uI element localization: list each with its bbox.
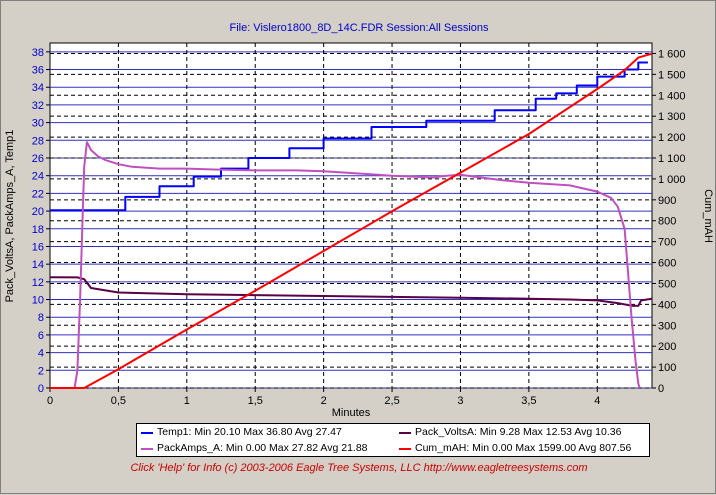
y-right-tick-label: 500 xyxy=(658,278,676,290)
y-right-tick-label: 1 500 xyxy=(658,69,686,81)
y-left-tick-label: 34 xyxy=(32,82,44,94)
y-right-tick-label: 1 000 xyxy=(658,174,686,186)
y-left-tick-label: 26 xyxy=(32,153,44,165)
legend-swatch-temp1 xyxy=(141,432,153,434)
legend-item-temp1: Temp1: Min 20.10 Max 36.80 Avg 27.47 xyxy=(137,425,392,440)
y-right-tick-label: 1 300 xyxy=(658,111,686,123)
y-right-tick-label: 600 xyxy=(658,258,676,270)
y-left-tick-label: 24 xyxy=(32,171,44,183)
series-pack-volts-line xyxy=(49,276,653,307)
x-tick-label: 3 xyxy=(457,395,463,407)
x-tick-labels: 0 0,5 1 1,5 2 2,5 3 3,5 4 xyxy=(47,395,600,407)
x-tick-label: 2 xyxy=(321,395,327,407)
x-axis-label: Minutes xyxy=(332,407,371,419)
x-tick-label: 1,5 xyxy=(248,395,263,407)
y-left-tick-label: 10 xyxy=(32,295,44,307)
y-left-tick-label: 28 xyxy=(32,135,44,147)
y-right-tick-label: 0 xyxy=(658,383,664,395)
y-left-tick-label: 6 xyxy=(38,330,44,342)
x-tick-label: 3,5 xyxy=(521,395,536,407)
y-left-tick-label: 8 xyxy=(38,312,44,324)
series-lines xyxy=(49,52,653,389)
y-left-axis-label: Pack_VoltsA, PackAmps_A, Temp1 xyxy=(4,130,16,303)
legend-text-pack-amps: PackAmps_A: Min 0.00 Max 27.82 Avg 21.88 xyxy=(157,442,368,454)
legend-item-cum-mah: Cum_mAH: Min 0.00 Max 1599.00 Avg 807.56 xyxy=(395,441,650,456)
y-left-tick-label: 22 xyxy=(32,188,44,200)
y-right-tick-label: 300 xyxy=(658,320,676,332)
y-right-tick-label: 400 xyxy=(658,299,676,311)
legend-text-pack-volts: Pack_VoltsA: Min 9.28 Max 12.53 Avg 10.3… xyxy=(415,426,622,438)
y-left-tick-label: 18 xyxy=(32,224,44,236)
legend: Temp1: Min 20.10 Max 36.80 Avg 27.47 Pac… xyxy=(136,423,650,457)
y-right-tick-label: 700 xyxy=(658,237,676,249)
legend-text-cum-mah: Cum_mAH: Min 0.00 Max 1599.00 Avg 807.56 xyxy=(415,442,632,454)
chart-title: File: Vislero1800_8D_14C.FDR Session:All… xyxy=(229,22,489,34)
legend-swatch-pack-amps xyxy=(141,448,153,450)
y-left-tick-label: 2 xyxy=(38,365,44,377)
legend-swatch-pack-volts xyxy=(399,432,411,434)
y-right-tick-label: 1 200 xyxy=(658,132,686,144)
y-right-tick-label: 1 400 xyxy=(658,90,686,102)
x-tick-label: 2,5 xyxy=(384,395,399,407)
y-right-tick-label: 800 xyxy=(658,216,676,228)
x-tick-label: 1 xyxy=(184,395,190,407)
series-temp1-line xyxy=(50,61,648,212)
y-left-tick-label: 38 xyxy=(32,47,44,59)
y-left-tick-label: 16 xyxy=(32,241,44,253)
y-left-tick-label: 14 xyxy=(32,259,44,271)
y-left-tick-label: 20 xyxy=(32,206,44,218)
y-left-tick-label: 36 xyxy=(32,65,44,77)
series-cum-mah-line xyxy=(50,52,653,389)
plot-area xyxy=(49,42,653,389)
y-right-axis-label: Cum_mAH xyxy=(702,189,714,243)
legend-swatch-cum-mah xyxy=(399,448,411,450)
y-right-tick-label: 900 xyxy=(658,195,676,207)
y-left-tick-label: 12 xyxy=(32,277,44,289)
x-tick-label: 0 xyxy=(47,395,53,407)
y-right-tick-label: 100 xyxy=(658,362,676,374)
y-right-tick-label: 200 xyxy=(658,341,676,353)
y-right-tick-labels: 0 100 200 300 400 500 600 700 800 900 1 000 1 100 1 … xyxy=(658,48,686,395)
y-right-tick-label: 1 100 xyxy=(658,153,686,165)
y-left-tick-label: 4 xyxy=(38,348,44,360)
x-tick-label: 0,5 xyxy=(111,395,126,407)
footer-credits: Click 'Help' for Info (c) 2003-2006 Eagl… xyxy=(130,462,588,474)
x-tick-label: 4 xyxy=(594,395,600,407)
legend-item-pack-amps: PackAmps_A: Min 0.00 Max 27.82 Avg 21.88 xyxy=(137,441,392,456)
series-pack-amps-line xyxy=(50,141,641,389)
legend-item-pack-volts: Pack_VoltsA: Min 9.28 Max 12.53 Avg 10.3… xyxy=(395,425,650,440)
y-left-tick-label: 0 xyxy=(38,383,44,395)
y-left-tick-label: 30 xyxy=(32,118,44,130)
y-left-tick-label: 32 xyxy=(32,100,44,112)
legend-text-temp1: Temp1: Min 20.10 Max 36.80 Avg 27.47 xyxy=(157,426,342,438)
y-right-tick-label: 1 600 xyxy=(658,48,686,60)
